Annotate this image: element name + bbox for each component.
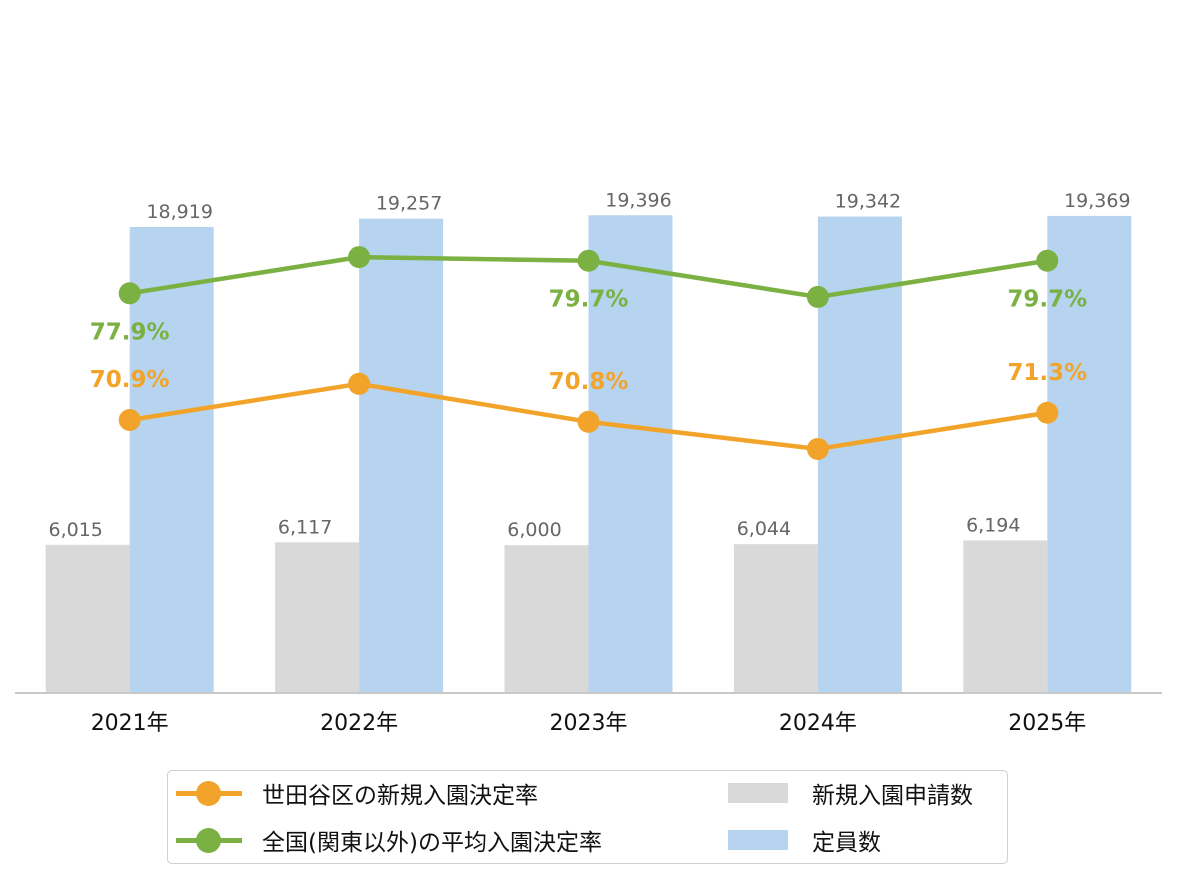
bar-value-label: 19,369 [1064,190,1130,212]
bar-capacity [129,227,214,693]
data-point-setagaya [806,437,829,460]
bar-applicants [963,540,1048,693]
bar-capacity [588,215,673,693]
data-point-national [348,246,371,269]
rate-data-label: 79.7% [549,287,629,313]
rate-data-label: 70.9% [90,367,170,393]
rate-data-label: 77.9% [90,319,170,345]
bar-value-label: 19,257 [376,193,442,215]
data-point-national [577,249,600,272]
data-point-national [118,282,141,305]
bar-value-label: 6,015 [48,519,102,541]
bar-value-label: 18,919 [146,201,212,223]
legend-item-setagaya-rate: 世田谷区の新規入園決定率 [176,773,538,813]
bar-value-label: 6,044 [737,518,791,540]
x-tick-label: 2022年 [320,711,398,736]
legend-label-applicants: 新規入園申請数 [812,783,973,809]
bar-applicants [275,542,360,693]
bar-applicants [45,544,130,693]
data-point-national [1036,249,1059,272]
legend-swatch-national-rate [176,820,242,860]
x-tick-label: 2025年 [1008,711,1086,736]
legend-swatch-setagaya-rate [176,773,242,813]
bar-value-label: 19,396 [605,189,671,211]
rate-data-label: 70.8% [549,369,629,395]
data-point-setagaya [577,410,600,433]
legend-swatch-capacity [728,830,788,850]
x-tick-label: 2021年 [91,711,169,736]
legend-label-setagaya-rate: 世田谷区の新規入園決定率 [262,783,538,809]
legend-item-applicants: 新規入園申請数 [728,773,973,813]
rate-data-label: 79.7% [1007,287,1087,313]
legend-swatch-applicants [728,783,788,803]
bar-capacity [1047,215,1132,694]
bar-capacity [359,218,444,693]
x-tick-label: 2023年 [550,711,628,736]
bar-applicants [733,544,818,693]
data-point-setagaya [1036,401,1059,424]
legend-label-capacity: 定員数 [812,830,881,856]
bar-value-label: 6,194 [966,514,1020,536]
rate-data-label: 71.3% [1007,360,1087,386]
x-tick-label: 2024年 [779,711,857,736]
legend: 世田谷区の新規入園決定率 全国(関東以外)の平均入園決定率 新規入園申請数 定員… [167,770,1008,864]
data-point-setagaya [118,409,141,431]
legend-label-national-rate: 全国(関東以外)の平均入園決定率 [262,830,602,856]
legend-item-national-rate: 全国(関東以外)の平均入園決定率 [176,820,602,860]
data-point-setagaya [348,372,371,395]
data-point-national [806,285,829,308]
bar-value-label: 19,342 [835,191,901,213]
bar-value-label: 6,117 [278,516,332,538]
bar-value-label: 6,000 [507,519,561,541]
legend-item-capacity: 定員数 [728,820,881,860]
bar-applicants [504,545,589,693]
